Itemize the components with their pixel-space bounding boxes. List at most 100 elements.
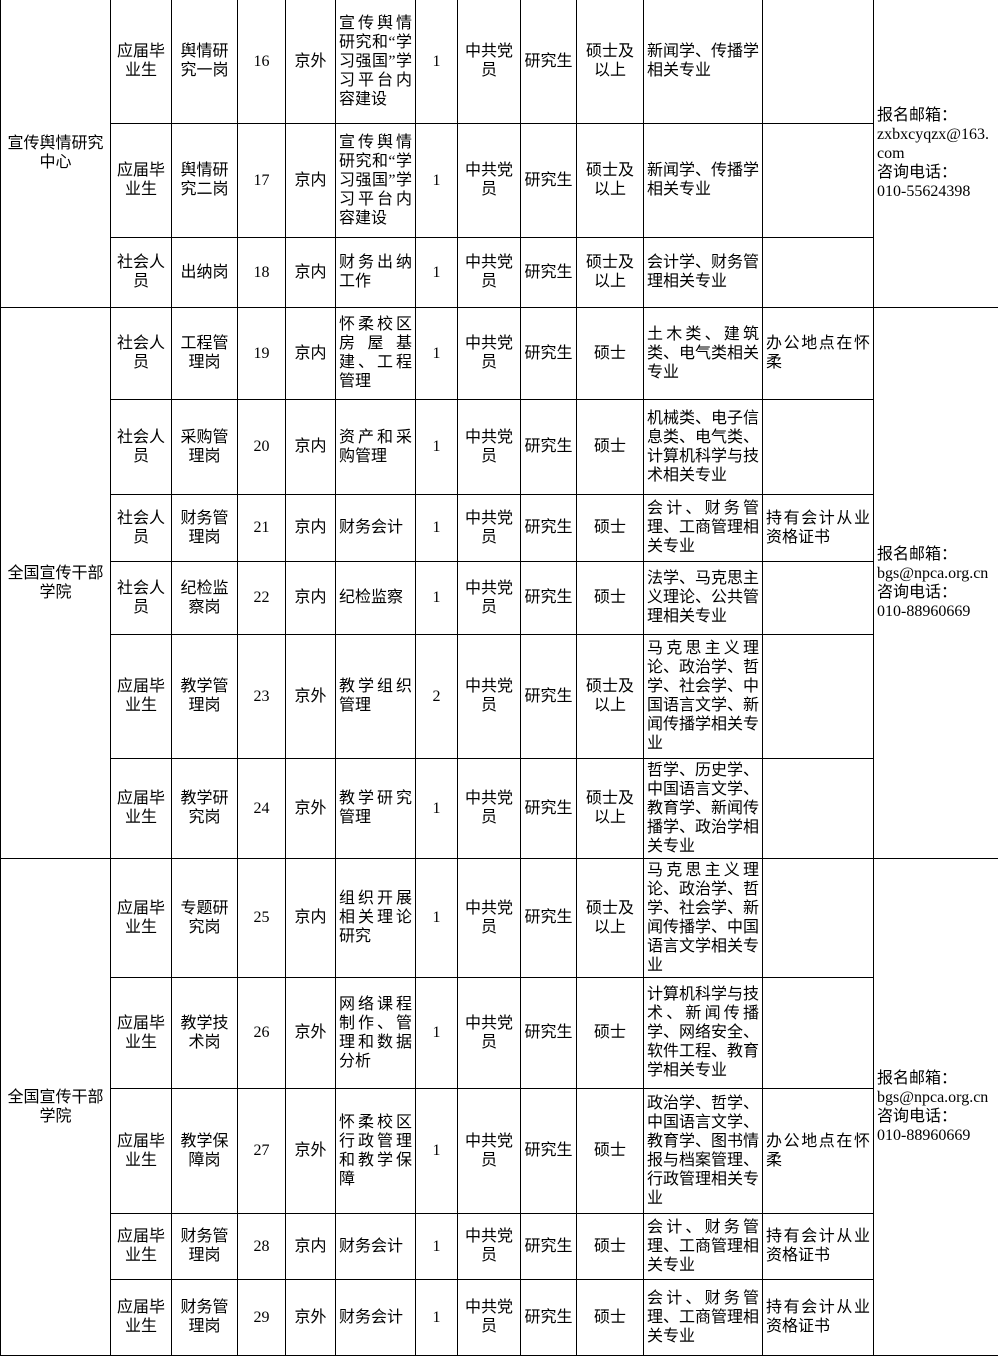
table-row: 应届毕业生 教学研究岗 24 京外 教学研究管理 1 中共党员 研究生 硕士及以… [1, 757, 998, 859]
cell-candidate-type: 应届毕业生 [110, 1278, 172, 1356]
cell-major: 新闻学、传播学相关专业 [643, 0, 763, 124]
cell-candidate-type: 社会人员 [110, 560, 172, 635]
cell-note [762, 236, 874, 308]
table-row: 应届毕业生 教学保障岗 27 京外 怀柔校区行政管理和教学保障 1 中共党员 研… [1, 1087, 998, 1214]
cell-position: 专题研究岗 [171, 857, 238, 978]
cell-post-number: 28 [237, 1212, 286, 1280]
cell-location: 京内 [285, 857, 336, 978]
cell-candidate-type: 应届毕业生 [110, 633, 172, 759]
table-row: 应届毕业生 财务管理岗 28 京内 财务会计 1 中共党员 研究生 硕士 会计、… [1, 1212, 998, 1280]
cell-position: 财务管理岗 [171, 1278, 238, 1356]
cell-note [762, 633, 874, 759]
cell-post-number: 18 [237, 236, 286, 308]
table-row: 应届毕业生 教学技术岗 26 京外 网络课程制作、管理和数据分析 1 中共党员 … [1, 976, 998, 1089]
cell-note [762, 976, 874, 1089]
cell-political-status: 中共党员 [457, 633, 521, 759]
cell-post-number: 16 [237, 0, 286, 124]
table-row: 社会人员 采购管理岗 20 京内 资产和采购管理 1 中共党员 研究生 硕士 机… [1, 398, 998, 495]
cell-education: 研究生 [520, 1087, 577, 1214]
table-row: 社会人员 财务管理岗 21 京内 财务会计 1 中共党员 研究生 硕士 会计、财… [1, 493, 998, 562]
cell-political-status: 中共党员 [457, 0, 521, 124]
cell-education: 研究生 [520, 0, 577, 124]
cell-headcount: 1 [415, 1212, 458, 1280]
cell-post-number: 19 [237, 306, 286, 400]
cell-position: 纪检监察岗 [171, 560, 238, 635]
table-row: 应届毕业生 舆情研究二岗 17 京内 宣传舆情研究和“学习强国”学习平台内容建设… [1, 122, 998, 238]
cell-candidate-type: 应届毕业生 [110, 976, 172, 1089]
cell-major: 法学、马克思主义理论、公共管理相关专业 [643, 560, 763, 635]
cell-position: 教学研究岗 [171, 757, 238, 859]
cell-candidate-type: 社会人员 [110, 236, 172, 308]
cell-duty: 纪检监察 [335, 560, 416, 635]
cell-duty: 网络课程制作、管理和数据分析 [335, 976, 416, 1089]
cell-major: 哲学、历史学、中国语言文学、教育学、新闻传播学、政治学相关专业 [643, 757, 763, 859]
cell-major: 计算机科学与技术、新闻传播学、网络安全、软件工程、教育学相关专业 [643, 976, 763, 1089]
cell-note [762, 122, 874, 238]
cell-location: 京外 [285, 1087, 336, 1214]
cell-political-status: 中共党员 [457, 976, 521, 1089]
cell-education: 研究生 [520, 633, 577, 759]
cell-major: 新闻学、传播学相关专业 [643, 122, 763, 238]
cell-education: 研究生 [520, 122, 577, 238]
cell-position: 教学管理岗 [171, 633, 238, 759]
cell-post-number: 24 [237, 757, 286, 859]
cell-major: 政治学、哲学、中国语言文学、教育学、图书情报与档案管理、行政管理相关专业 [643, 1087, 763, 1214]
cell-degree: 硕士及以上 [576, 633, 644, 759]
cell-headcount: 1 [415, 236, 458, 308]
cell-location: 京外 [285, 0, 336, 124]
cell-location: 京内 [285, 1212, 336, 1280]
cell-post-number: 22 [237, 560, 286, 635]
cell-location: 京外 [285, 633, 336, 759]
cell-headcount: 1 [415, 122, 458, 238]
cell-contact-info: 报名邮箱： bgs@npca.org.cn 咨询电话： 010-88960669 [873, 857, 998, 1356]
cell-degree: 硕士及以上 [576, 757, 644, 859]
cell-contact-info: 报名邮箱： bgs@npca.org.cn 咨询电话： 010-88960669 [873, 306, 998, 859]
cell-position: 财务管理岗 [171, 493, 238, 562]
cell-post-number: 29 [237, 1278, 286, 1356]
cell-degree: 硕士 [576, 1087, 644, 1214]
cell-duty: 财务会计 [335, 1212, 416, 1280]
cell-candidate-type: 社会人员 [110, 398, 172, 495]
cell-major: 土木类、建筑类、电气类相关专业 [643, 306, 763, 400]
cell-duty: 组织开展相关理论研究 [335, 857, 416, 978]
cell-location: 京内 [285, 122, 336, 238]
table-row: 全国宣传干部学院 社会人员 工程管理岗 19 京内 怀柔校区房屋基建、工程管理 … [0, 306, 998, 859]
table-row: 宣传舆情研究中心 应届毕业生 舆情研究一岗 16 京外 宣传舆情研究和“学习强国… [0, 0, 998, 308]
cell-note [762, 857, 874, 978]
cell-duty: 宣传舆情研究和“学习强国”学习平台内容建设 [335, 0, 416, 124]
cell-major: 会计、财务管理、工商管理相关专业 [643, 493, 763, 562]
cell-duty: 教学组织管理 [335, 633, 416, 759]
cell-candidate-type: 应届毕业生 [110, 1212, 172, 1280]
cell-education: 研究生 [520, 1278, 577, 1356]
cell-note: 持有会计从业资格证书 [762, 1278, 874, 1356]
cell-post-number: 27 [237, 1087, 286, 1214]
cell-post-number: 21 [237, 493, 286, 562]
cell-location: 京内 [285, 398, 336, 495]
cell-political-status: 中共党员 [457, 236, 521, 308]
cell-duty: 财务会计 [335, 493, 416, 562]
table-row: 社会人员 纪检监察岗 22 京内 纪检监察 1 中共党员 研究生 硕士 法学、马… [1, 560, 998, 635]
cell-education: 研究生 [520, 1212, 577, 1280]
cell-position: 采购管理岗 [171, 398, 238, 495]
cell-position: 出纳岗 [171, 236, 238, 308]
cell-major: 机械类、电子信息类、电气类、计算机科学与技术相关专业 [643, 398, 763, 495]
cell-headcount: 2 [415, 633, 458, 759]
cell-candidate-type: 应届毕业生 [110, 857, 172, 978]
cell-headcount: 1 [415, 757, 458, 859]
cell-note [762, 757, 874, 859]
cell-headcount: 1 [415, 976, 458, 1089]
cell-position: 教学保障岗 [171, 1087, 238, 1214]
cell-unit-national-academy-1: 全国宣传干部学院 [0, 306, 111, 859]
cell-duty: 宣传舆情研究和“学习强国”学习平台内容建设 [335, 122, 416, 238]
cell-position: 教学技术岗 [171, 976, 238, 1089]
cell-headcount: 1 [415, 1278, 458, 1356]
cell-position: 舆情研究二岗 [171, 122, 238, 238]
cell-degree: 硕士 [576, 493, 644, 562]
cell-degree: 硕士 [576, 1212, 644, 1280]
cell-degree: 硕士及以上 [576, 0, 644, 124]
cell-education: 研究生 [520, 976, 577, 1089]
cell-major: 会计、财务管理、工商管理相关专业 [643, 1278, 763, 1356]
cell-education: 研究生 [520, 306, 577, 400]
cell-education: 研究生 [520, 236, 577, 308]
